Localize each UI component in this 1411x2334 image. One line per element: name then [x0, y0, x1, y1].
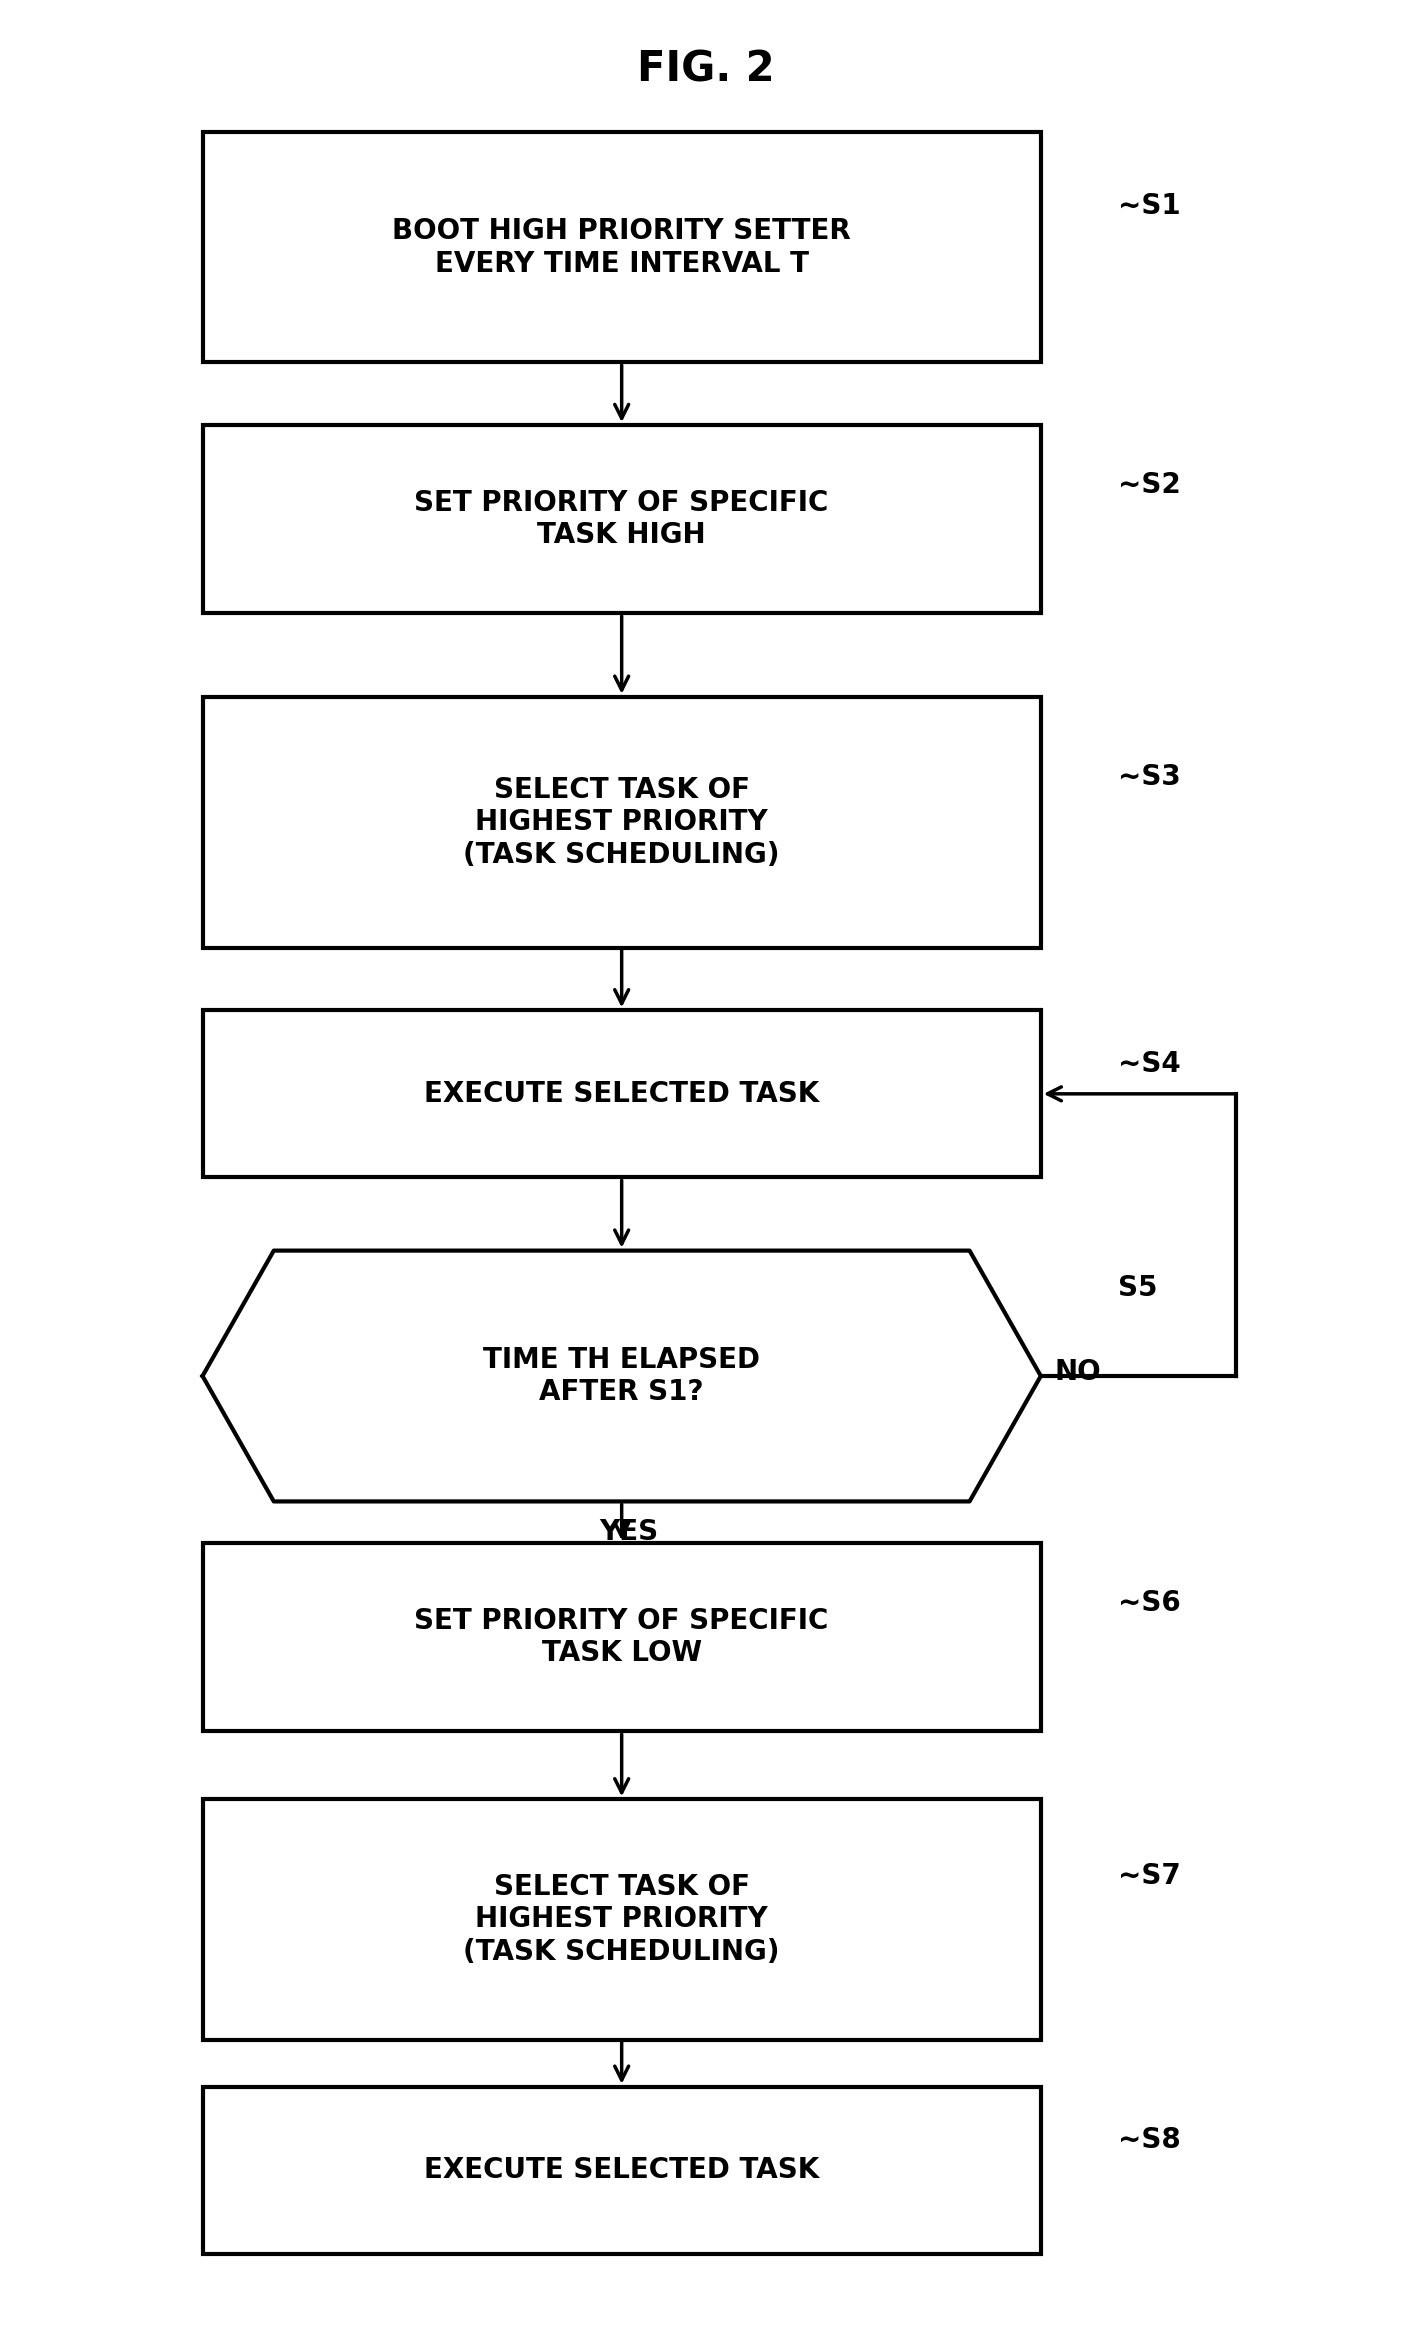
Text: ~S4: ~S4 — [1118, 1050, 1181, 1078]
FancyBboxPatch shape — [203, 698, 1041, 948]
Text: SET PRIORITY OF SPECIFIC
TASK HIGH: SET PRIORITY OF SPECIFIC TASK HIGH — [415, 488, 828, 548]
Text: ~S3: ~S3 — [1118, 763, 1181, 791]
Text: ~S6: ~S6 — [1118, 1589, 1181, 1617]
FancyBboxPatch shape — [203, 425, 1041, 614]
Text: FIG. 2: FIG. 2 — [636, 49, 775, 91]
Polygon shape — [203, 1251, 1041, 1501]
Text: SELECT TASK OF
HIGHEST PRIORITY
(TASK SCHEDULING): SELECT TASK OF HIGHEST PRIORITY (TASK SC… — [463, 775, 780, 868]
Text: ~S2: ~S2 — [1118, 471, 1181, 499]
Text: NO: NO — [1055, 1358, 1102, 1386]
Text: ~S1: ~S1 — [1118, 191, 1180, 219]
FancyBboxPatch shape — [203, 2087, 1041, 2255]
Text: S5: S5 — [1118, 1274, 1157, 1302]
FancyBboxPatch shape — [203, 1800, 1041, 2040]
Text: TIME TH ELAPSED
AFTER S1?: TIME TH ELAPSED AFTER S1? — [483, 1347, 761, 1405]
Text: BOOT HIGH PRIORITY SETTER
EVERY TIME INTERVAL T: BOOT HIGH PRIORITY SETTER EVERY TIME INT… — [392, 217, 851, 278]
FancyBboxPatch shape — [203, 1011, 1041, 1176]
FancyBboxPatch shape — [203, 133, 1041, 362]
Text: EXECUTE SELECTED TASK: EXECUTE SELECTED TASK — [425, 1081, 820, 1109]
Text: ~S7: ~S7 — [1118, 1863, 1181, 1891]
Text: EXECUTE SELECTED TASK: EXECUTE SELECTED TASK — [425, 2157, 820, 2185]
Text: SET PRIORITY OF SPECIFIC
TASK LOW: SET PRIORITY OF SPECIFIC TASK LOW — [415, 1608, 828, 1666]
Text: ~S8: ~S8 — [1118, 2126, 1181, 2154]
FancyBboxPatch shape — [203, 1543, 1041, 1732]
Text: YES: YES — [600, 1517, 658, 1545]
Text: SELECT TASK OF
HIGHEST PRIORITY
(TASK SCHEDULING): SELECT TASK OF HIGHEST PRIORITY (TASK SC… — [463, 1874, 780, 1965]
